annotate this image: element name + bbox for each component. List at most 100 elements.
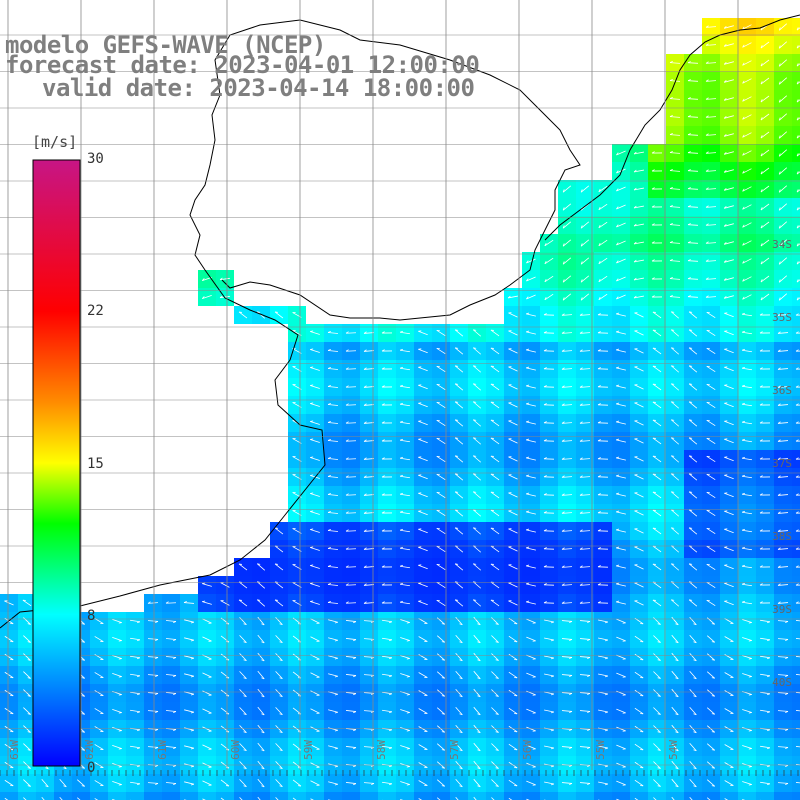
wind-arrow-head xyxy=(742,80,745,84)
wind-arrow xyxy=(399,331,411,335)
wind-arrow xyxy=(490,383,500,391)
wind-arrow-head xyxy=(441,659,445,661)
wind-arrow xyxy=(436,510,446,516)
wind-arrow-head xyxy=(459,767,463,770)
wind-arrow-head xyxy=(345,601,349,604)
wind-arrow-head xyxy=(562,261,565,265)
wind-arrow xyxy=(777,512,789,514)
wind-arrow-head xyxy=(441,767,445,769)
wind-arrow xyxy=(490,419,500,427)
wind-arrow-head xyxy=(580,261,583,265)
wind-arrow-head xyxy=(675,731,679,734)
wind-arrow xyxy=(436,653,446,661)
wind-arrow-head xyxy=(705,25,709,28)
wind-arrow xyxy=(706,671,716,679)
wind-arrow xyxy=(598,275,608,283)
wind-arrow-head xyxy=(795,421,799,424)
wind-arrow-head xyxy=(616,278,619,282)
wind-arrow-head xyxy=(760,99,763,103)
wind-arrow xyxy=(742,42,752,48)
wind-arrow-head xyxy=(155,783,159,785)
wind-arrow-head xyxy=(345,349,349,352)
wind-arrow-head xyxy=(345,457,349,460)
wind-arrow-head xyxy=(580,279,583,283)
wind-arrow-head xyxy=(766,639,771,642)
wind-arrow-head xyxy=(633,259,637,263)
wind-arrow xyxy=(327,458,339,460)
wind-arrow xyxy=(653,689,661,697)
wind-arrow xyxy=(706,546,716,552)
wind-arrow xyxy=(328,637,338,641)
wind-arrow xyxy=(706,564,716,570)
wind-arrow xyxy=(472,419,482,427)
wind-arrow xyxy=(345,656,357,658)
wind-arrow-head xyxy=(741,600,746,603)
wind-arrow xyxy=(579,530,591,532)
wind-arrow-head xyxy=(759,403,763,406)
wind-arrow-head xyxy=(399,330,404,333)
wind-arrow-head xyxy=(777,601,781,604)
wind-arrow-head xyxy=(777,565,781,568)
wind-arrow-head xyxy=(507,295,511,299)
wind-arrow-head xyxy=(190,675,194,678)
wind-arrow xyxy=(328,673,338,677)
wind-arrow xyxy=(616,529,626,533)
wind-arrow xyxy=(689,778,697,788)
wind-arrow xyxy=(561,674,573,676)
wind-arrow xyxy=(705,260,717,262)
wind-arrow xyxy=(275,797,279,800)
wind-arrow-head xyxy=(399,384,404,387)
wind-arrow xyxy=(436,600,446,606)
wind-arrow-head xyxy=(327,384,331,387)
wind-arrow xyxy=(652,329,662,337)
wind-arrow-head xyxy=(473,437,477,439)
wind-arrow-head xyxy=(597,349,601,352)
wind-arrow-head xyxy=(327,564,331,567)
wind-arrow xyxy=(777,566,789,568)
wind-arrow xyxy=(508,312,518,318)
wind-arrow xyxy=(687,278,699,280)
wind-speed-cell xyxy=(54,792,72,800)
wind-arrow xyxy=(490,491,500,499)
wind-arrow-head xyxy=(190,657,194,660)
wind-arrow xyxy=(184,619,194,623)
wind-arrow xyxy=(634,600,644,606)
wind-arrow-head xyxy=(353,783,357,786)
wind-arrow xyxy=(687,296,699,298)
lon-label-58w: 58W xyxy=(375,740,388,760)
wind-arrow xyxy=(4,707,14,715)
wind-arrow xyxy=(147,602,159,604)
wind-arrow xyxy=(796,207,800,211)
wind-speed-cell xyxy=(792,234,800,252)
wind-arrow xyxy=(579,674,591,676)
wind-arrow-head xyxy=(796,171,799,175)
wind-arrow xyxy=(400,745,410,749)
wind-arrow xyxy=(688,419,698,427)
wind-arrow-head xyxy=(580,225,583,229)
wind-arrow xyxy=(508,743,518,751)
wind-arrow-head xyxy=(406,640,410,642)
wind-arrow-head xyxy=(579,601,583,604)
wind-arrow-head xyxy=(669,187,673,189)
wind-arrow xyxy=(490,329,500,337)
wind-arrow xyxy=(257,724,265,734)
wind-arrow xyxy=(778,95,788,103)
wind-speed-field xyxy=(0,18,800,800)
wind-arrow xyxy=(129,619,141,623)
wind-arrow-head xyxy=(526,546,530,549)
wind-arrow xyxy=(579,638,591,640)
wind-arrow-head xyxy=(27,785,31,787)
wind-arrow-head xyxy=(604,675,609,678)
wind-arrow-head xyxy=(334,783,338,786)
wind-arrow-head xyxy=(406,748,410,750)
wind-arrow-head xyxy=(587,675,591,678)
wind-arrow-head xyxy=(561,331,565,334)
wind-arrow xyxy=(508,366,518,372)
wind-arrow-head xyxy=(616,402,620,405)
wind-arrow-head xyxy=(381,493,385,496)
wind-arrow-head xyxy=(561,493,565,496)
lon-label-55w: 55W xyxy=(594,740,607,760)
wind-arrow-head xyxy=(310,348,314,350)
wind-arrow-head xyxy=(363,529,367,532)
wind-arrow-head xyxy=(550,693,555,696)
